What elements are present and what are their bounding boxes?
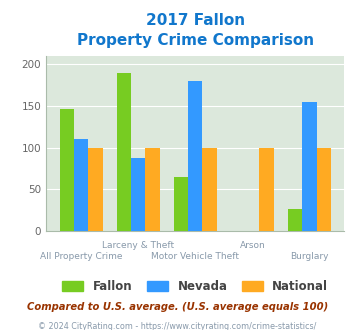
Bar [174, 177, 188, 231]
Text: © 2024 CityRating.com - https://www.cityrating.com/crime-statistics/: © 2024 CityRating.com - https://www.city… [38, 322, 317, 330]
Bar [188, 81, 202, 231]
Bar [145, 148, 160, 231]
Bar [60, 109, 74, 231]
Title: 2017 Fallon
Property Crime Comparison: 2017 Fallon Property Crime Comparison [77, 13, 314, 48]
Bar [131, 158, 145, 231]
Text: Arson: Arson [239, 242, 265, 250]
Text: Burglary: Burglary [290, 252, 329, 261]
Bar [117, 73, 131, 231]
Bar [74, 139, 88, 231]
Text: All Property Crime: All Property Crime [40, 252, 122, 261]
Bar [260, 148, 274, 231]
Bar [288, 209, 302, 231]
Text: Larceny & Theft: Larceny & Theft [102, 242, 174, 250]
Bar [202, 148, 217, 231]
Legend: Fallon, Nevada, National: Fallon, Nevada, National [58, 275, 333, 298]
Bar [317, 148, 331, 231]
Text: Compared to U.S. average. (U.S. average equals 100): Compared to U.S. average. (U.S. average … [27, 302, 328, 312]
Bar [302, 102, 317, 231]
Bar [88, 148, 103, 231]
Text: Motor Vehicle Theft: Motor Vehicle Theft [151, 252, 239, 261]
